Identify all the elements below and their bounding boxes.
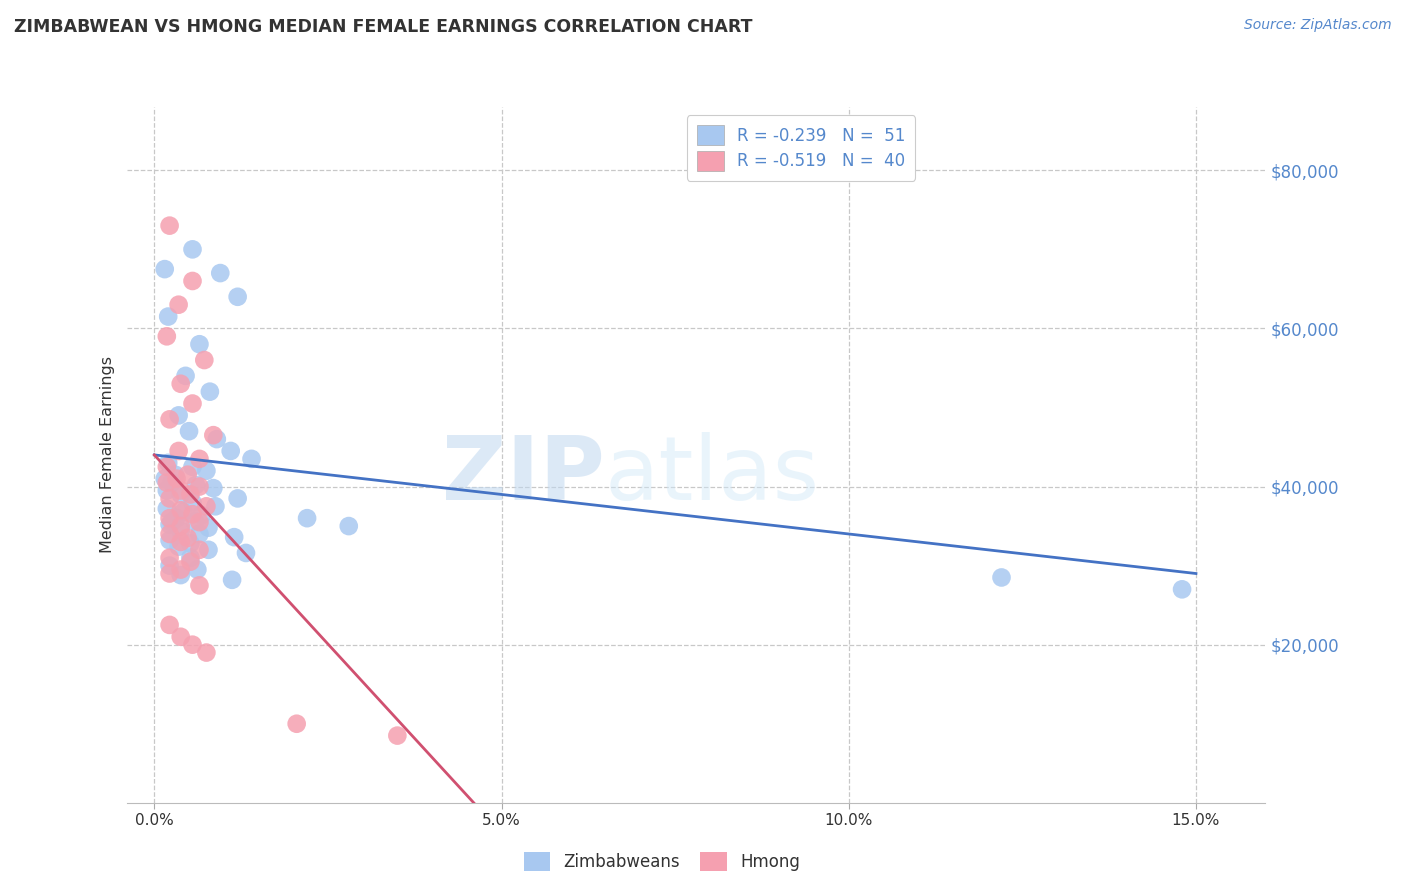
Point	[172, 505, 194, 519]
Point	[205, 432, 228, 446]
Point	[159, 566, 181, 581]
Point	[188, 578, 211, 592]
Point	[186, 563, 208, 577]
Point	[188, 479, 211, 493]
Point	[153, 472, 176, 486]
Point	[195, 464, 218, 478]
Point	[195, 500, 218, 514]
Point	[240, 451, 263, 466]
Point	[181, 507, 204, 521]
Point	[170, 519, 193, 533]
Y-axis label: Median Female Earnings: Median Female Earnings	[100, 357, 115, 553]
Point	[197, 542, 219, 557]
Point	[221, 573, 243, 587]
Point	[181, 459, 204, 474]
Point	[170, 535, 193, 549]
Point	[285, 716, 308, 731]
Point	[165, 467, 187, 482]
Point	[170, 376, 193, 391]
Point	[156, 501, 179, 516]
Point	[156, 475, 179, 490]
Text: atlas: atlas	[605, 433, 820, 519]
Point	[295, 511, 318, 525]
Point	[176, 531, 198, 545]
Legend: Zimbabweans, Hmong: Zimbabweans, Hmong	[517, 846, 807, 878]
Point	[181, 638, 204, 652]
Point	[188, 337, 211, 351]
Point	[226, 290, 249, 304]
Point	[190, 508, 212, 522]
Point	[198, 384, 221, 399]
Point	[202, 428, 225, 442]
Point	[184, 478, 207, 492]
Point	[188, 515, 211, 529]
Point	[160, 515, 183, 529]
Point	[174, 368, 197, 383]
Point	[193, 353, 215, 368]
Point	[204, 500, 226, 514]
Point	[166, 472, 188, 486]
Point	[179, 487, 201, 501]
Point	[159, 491, 181, 506]
Point	[209, 266, 232, 280]
Point	[170, 563, 193, 577]
Point	[170, 503, 193, 517]
Point	[159, 219, 181, 233]
Point	[167, 298, 190, 312]
Point	[179, 555, 201, 569]
Point	[159, 550, 181, 565]
Point	[181, 396, 204, 410]
Point	[160, 475, 183, 490]
Point	[179, 550, 201, 565]
Point	[170, 630, 193, 644]
Point	[159, 618, 181, 632]
Point	[167, 540, 190, 554]
Point	[219, 444, 242, 458]
Point	[156, 329, 179, 343]
Point	[170, 487, 193, 501]
Point	[195, 646, 218, 660]
Point	[170, 483, 193, 498]
Point	[188, 542, 211, 557]
Point	[170, 524, 193, 538]
Point	[183, 514, 205, 528]
Point	[159, 517, 181, 532]
Point	[181, 243, 204, 257]
Point	[990, 570, 1012, 584]
Point	[387, 729, 409, 743]
Point	[1171, 582, 1194, 597]
Point	[159, 412, 181, 426]
Point	[197, 521, 219, 535]
Point	[157, 456, 180, 470]
Text: Source: ZipAtlas.com: Source: ZipAtlas.com	[1244, 18, 1392, 32]
Point	[167, 444, 190, 458]
Point	[177, 424, 200, 438]
Point	[179, 536, 201, 550]
Point	[181, 495, 204, 509]
Point	[170, 568, 193, 582]
Point	[224, 530, 246, 544]
Text: ZIMBABWEAN VS HMONG MEDIAN FEMALE EARNINGS CORRELATION CHART: ZIMBABWEAN VS HMONG MEDIAN FEMALE EARNIN…	[14, 18, 752, 36]
Point	[159, 511, 181, 525]
Point	[202, 481, 225, 495]
Point	[159, 533, 181, 548]
Point	[153, 262, 176, 277]
Point	[226, 491, 249, 506]
Point	[181, 274, 204, 288]
Point	[337, 519, 360, 533]
Point	[166, 511, 188, 525]
Point	[176, 467, 198, 482]
Point	[159, 558, 181, 573]
Point	[188, 451, 211, 466]
Point	[167, 409, 190, 423]
Point	[188, 527, 211, 541]
Point	[157, 310, 180, 324]
Point	[159, 527, 181, 541]
Point	[235, 546, 257, 560]
Point	[156, 483, 179, 498]
Point	[156, 459, 179, 474]
Text: ZIP: ZIP	[441, 433, 605, 519]
